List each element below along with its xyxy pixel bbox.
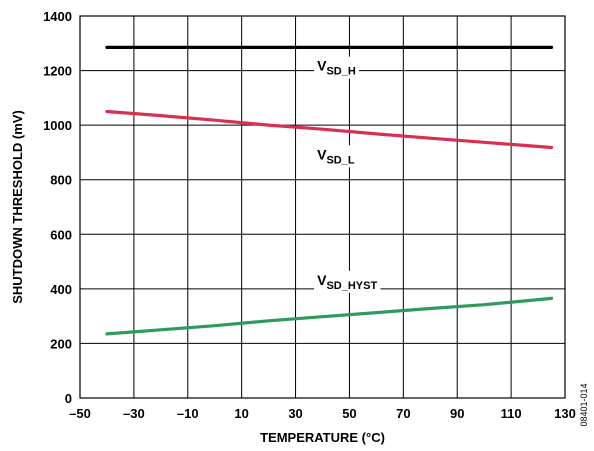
series-line-vsd-hyst: [105, 296, 554, 336]
y-axis-title: SHUTDOWN THRESHOLD (mV): [10, 110, 25, 304]
y-tick-label: 400: [50, 282, 72, 297]
series-lines: [105, 45, 554, 336]
plot-frame: [79, 15, 566, 399]
x-tick-label: 130: [554, 406, 576, 421]
x-tick-label: 30: [288, 406, 302, 421]
series-labels: VSD_H VSD_L VSD_HYST: [314, 56, 381, 293]
series-line-vsd-l: [105, 109, 554, 150]
x-tick-label: 90: [450, 406, 464, 421]
figure-id: 08401-014: [579, 383, 589, 426]
x-tick-labels: –50 –30 –10 10 30 50 70 90 110 130: [69, 406, 576, 421]
series-label-vsd-l: VSD_L: [317, 146, 355, 166]
x-tick-label: –30: [123, 406, 145, 421]
series-label-vsd-h: VSD_H: [317, 58, 356, 78]
y-tick-label: 800: [50, 173, 72, 188]
x-tick-label: –10: [177, 406, 199, 421]
series-label-background: [314, 145, 358, 168]
y-tick-label: 1200: [43, 64, 72, 79]
x-axis-title: TEMPERATURE (°C): [260, 430, 385, 445]
series-label-background: [314, 270, 381, 293]
y-tick-labels: 0 200 400 600 800 1000 1200 1400: [43, 9, 72, 406]
y-tick-label: 1000: [43, 118, 72, 133]
series-label-vsd-hyst: VSD_HYST: [317, 272, 377, 292]
x-tick-label: 110: [501, 406, 522, 421]
x-tick-label: –50: [69, 406, 91, 421]
x-tick-label: 50: [342, 406, 356, 421]
y-tick-label: 200: [50, 336, 72, 351]
y-tick-label: 600: [50, 227, 72, 242]
series-label-background: [314, 56, 359, 79]
y-tick-label: 1400: [43, 9, 72, 24]
x-tick-label: 10: [234, 406, 248, 421]
y-tick-label: 0: [65, 391, 72, 406]
x-tick-label: 70: [396, 406, 410, 421]
